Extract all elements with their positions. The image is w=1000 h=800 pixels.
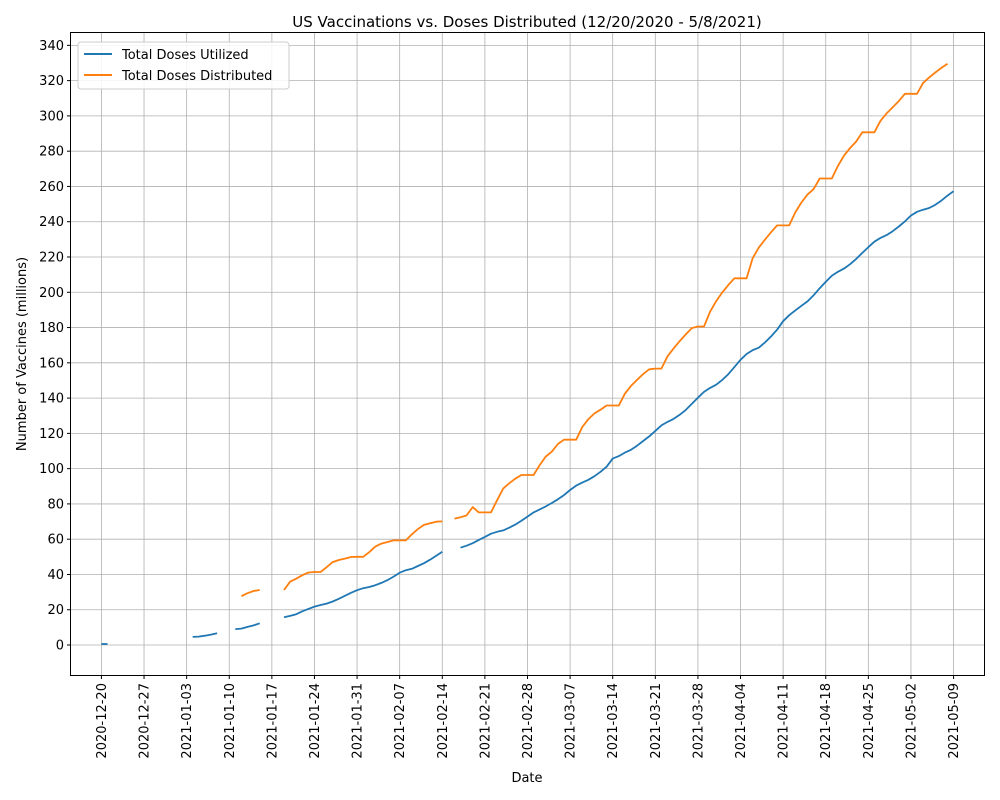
y-tick-label: 100 bbox=[39, 462, 64, 477]
x-tick-label: 2021-02-14 bbox=[436, 683, 451, 759]
y-tick-label: 340 bbox=[39, 39, 64, 54]
legend: Total Doses Utilized Total Doses Distrib… bbox=[77, 41, 290, 90]
doses-utilized-line-segment bbox=[460, 190, 955, 549]
series-lines bbox=[101, 62, 955, 645]
x-tick-label: 2020-12-27 bbox=[138, 683, 153, 759]
y-tick-label: 280 bbox=[39, 145, 64, 160]
y-tick-label: 0 bbox=[56, 639, 64, 654]
legend-label-utilized: Total Doses Utilized bbox=[121, 48, 249, 63]
y-axis-ticks: 0 20 40 60 80 100 120 140 160 180 200 220 240 260 280 3… bbox=[39, 39, 71, 654]
x-tick-label: 2021-03-28 bbox=[691, 683, 706, 759]
y-tick-label: 40 bbox=[47, 568, 64, 583]
x-tick-label: 2021-05-02 bbox=[904, 683, 919, 759]
x-tick-label: 2021-01-24 bbox=[308, 683, 323, 759]
y-tick-label: 200 bbox=[39, 286, 64, 301]
doses-distributed-line-segment bbox=[454, 62, 949, 520]
y-axis-label: Number of Vaccines (millions) bbox=[15, 257, 30, 451]
x-tick-label: 2021-04-04 bbox=[734, 683, 749, 759]
y-tick-label: 260 bbox=[39, 180, 64, 195]
y-tick-label: 80 bbox=[47, 497, 64, 512]
x-axis-label: Date bbox=[511, 771, 542, 786]
x-tick-label: 2021-01-17 bbox=[265, 683, 280, 759]
doses-distributed-line-segment bbox=[241, 589, 260, 598]
doses-utilized-line-segment bbox=[283, 550, 443, 619]
legend-label-distributed: Total Doses Distributed bbox=[121, 69, 272, 84]
x-tick-label: 2021-02-28 bbox=[521, 683, 536, 759]
x-tick-label: 2021-03-21 bbox=[649, 683, 664, 759]
y-tick-label: 300 bbox=[39, 109, 64, 124]
x-tick-label: 2021-01-03 bbox=[180, 683, 195, 759]
y-tick-label: 60 bbox=[47, 533, 64, 548]
x-tick-label: 2020-12-20 bbox=[95, 683, 110, 759]
y-tick-label: 140 bbox=[39, 392, 64, 407]
x-tick-label: 2021-02-07 bbox=[393, 683, 408, 759]
legend-box bbox=[77, 41, 290, 90]
y-tick-label: 120 bbox=[39, 427, 64, 442]
doses-utilized-line-segment bbox=[235, 622, 260, 630]
x-tick-label: 2021-04-11 bbox=[777, 683, 792, 759]
x-tick-label: 2021-02-21 bbox=[478, 683, 493, 759]
x-tick-label: 2021-05-09 bbox=[947, 683, 962, 759]
y-tick-label: 240 bbox=[39, 215, 64, 230]
chart-title: US Vaccinations vs. Doses Distributed (1… bbox=[292, 13, 761, 31]
x-tick-label: 2021-03-07 bbox=[564, 683, 579, 759]
x-tick-label: 2021-01-10 bbox=[223, 683, 238, 759]
doses-distributed-line-segment bbox=[283, 520, 443, 591]
x-tick-label: 2021-01-31 bbox=[351, 683, 366, 759]
x-axis-ticks: 2020-12-20 2020-12-27 2021-01-03 2021-01-10… bbox=[95, 675, 962, 759]
x-tick-label: 2021-04-18 bbox=[819, 683, 834, 759]
y-tick-label: 180 bbox=[39, 321, 64, 336]
y-tick-label: 20 bbox=[47, 603, 64, 618]
y-tick-label: 320 bbox=[39, 74, 64, 89]
x-tick-label: 2021-03-14 bbox=[606, 683, 621, 759]
doses-utilized-line-segment bbox=[192, 632, 218, 638]
x-tick-label: 2021-04-25 bbox=[862, 683, 877, 759]
y-tick-label: 220 bbox=[39, 250, 64, 265]
grid bbox=[71, 33, 984, 675]
y-tick-label: 160 bbox=[39, 356, 64, 371]
